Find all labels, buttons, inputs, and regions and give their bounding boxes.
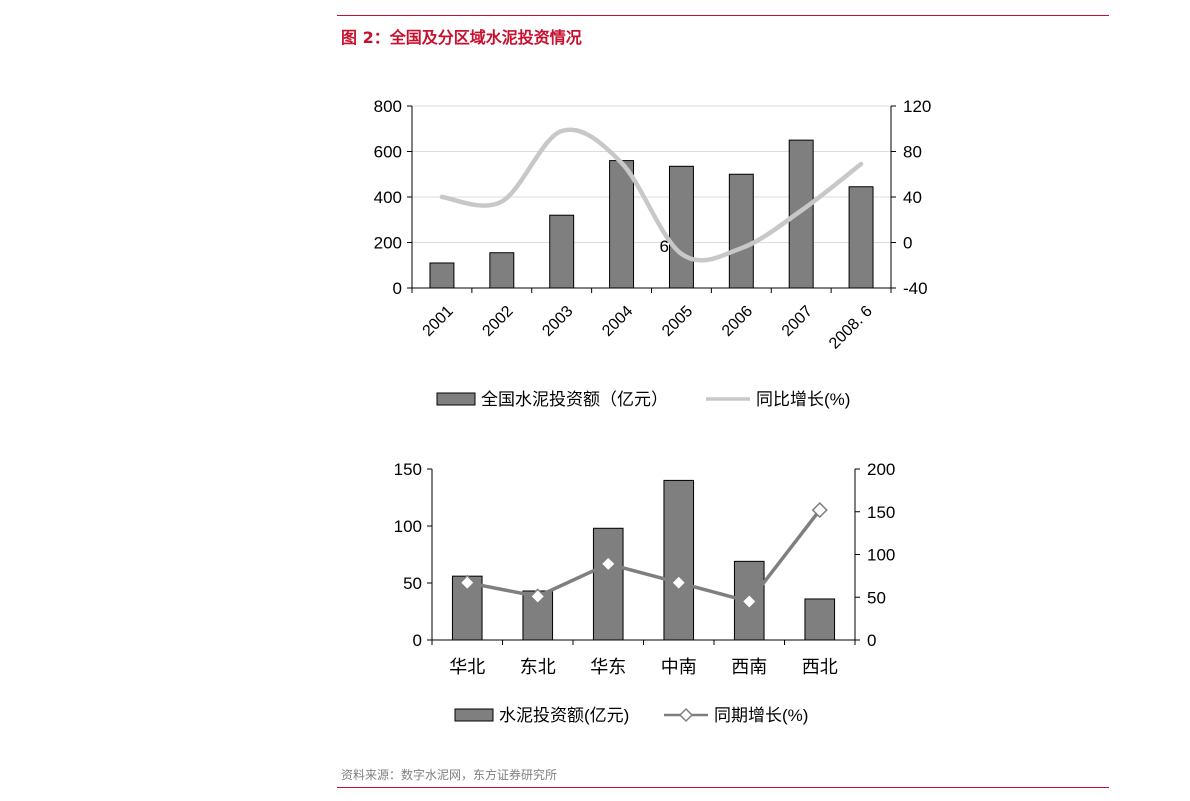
c1-category-label: 西南 (731, 657, 767, 677)
c0-bar-1 (489, 252, 515, 289)
c1-line-point-0 (459, 574, 476, 591)
c0-category-label: 2008. 6 (826, 303, 876, 353)
c0-right-tick-label: 40 (903, 188, 922, 207)
c1-category-label: 华东 (590, 657, 626, 677)
c0-right-tick-label: 0 (903, 234, 912, 253)
c1-left-tick-label: 0 (413, 631, 422, 650)
c0-left-tick-label: 0 (393, 279, 402, 298)
c1-category-label: 华北 (449, 657, 485, 677)
c1-category-label: 中南 (661, 657, 697, 677)
top-rule (337, 15, 1109, 16)
c1-line-point-4 (741, 593, 758, 610)
c0-left-tick-label: 800 (374, 97, 402, 116)
c0-category-label: 2005 (659, 303, 696, 340)
c0-category-label: 2003 (539, 303, 576, 340)
source-note: 资料来源：数字水泥网，东方证券研究所 (341, 768, 558, 782)
c1-category-label: 西北 (802, 657, 838, 677)
c0-category-label: 2002 (479, 303, 516, 340)
c0-bar-3 (609, 160, 635, 289)
c1-legend-bar-swatch (454, 708, 494, 722)
figure-title: 图 2：全国及分区域水泥投资情况 (341, 28, 582, 47)
c1-right-tick-label: 200 (867, 460, 895, 479)
c1-category-label: 东北 (520, 657, 556, 677)
c1-right-tick-label: 0 (867, 631, 876, 650)
c0-category-label: 2001 (420, 303, 457, 340)
c1-bar-5 (804, 598, 836, 641)
c0-bar-7 (848, 186, 874, 289)
c0-line-series (439, 127, 864, 263)
c1-line-point-5 (811, 501, 828, 519)
c1-line-point-3 (670, 574, 687, 591)
c0-category-label: 2007 (779, 303, 816, 340)
c0-bar-0 (429, 262, 455, 289)
c1-bar-3 (663, 479, 695, 641)
c1-left-tick-label: 100 (394, 517, 422, 536)
c0-bar-4 (668, 165, 694, 289)
bottom-rule (337, 787, 1109, 788)
c1-legend-bar-label: 水泥投资额(亿元) (499, 706, 629, 725)
c1-bar-1 (522, 590, 554, 641)
c0-legend-bar-label: 全国水泥投资额（亿元） (481, 390, 668, 409)
c0-category-label: 2004 (599, 303, 636, 340)
c0-left-tick-label: 600 (374, 143, 402, 162)
c0-left-tick-label: 400 (374, 188, 402, 207)
c0-right-tick-label: -40 (903, 279, 928, 298)
c1-bar-2 (592, 527, 624, 641)
c1-line-point-2 (600, 555, 617, 572)
c1-line-point-1 (529, 588, 546, 605)
c1-left-tick-label: 150 (394, 460, 422, 479)
c0-bar-2 (549, 214, 575, 289)
c0-annotation-label: 6 (659, 237, 668, 256)
c0-bar-5 (728, 173, 754, 289)
c0-right-tick-label: 120 (903, 97, 931, 116)
c1-left-tick-label: 50 (403, 574, 422, 593)
c1-right-tick-label: 150 (867, 503, 895, 522)
c0-left-tick-label: 200 (374, 234, 402, 253)
c1-right-tick-label: 50 (867, 588, 886, 607)
c0-legend-bar-swatch (436, 392, 476, 406)
c1-legend-line-marker (678, 707, 694, 723)
c1-bar-0 (451, 575, 483, 641)
c0-category-label: 2006 (719, 303, 756, 340)
c1-line-series (465, 508, 822, 604)
c0-right-tick-label: 80 (903, 143, 922, 162)
c1-right-tick-label: 100 (867, 546, 895, 565)
c0-legend-line-label: 同比增长(%) (756, 390, 850, 409)
c1-legend-line-label: 同期增长(%) (714, 706, 808, 725)
